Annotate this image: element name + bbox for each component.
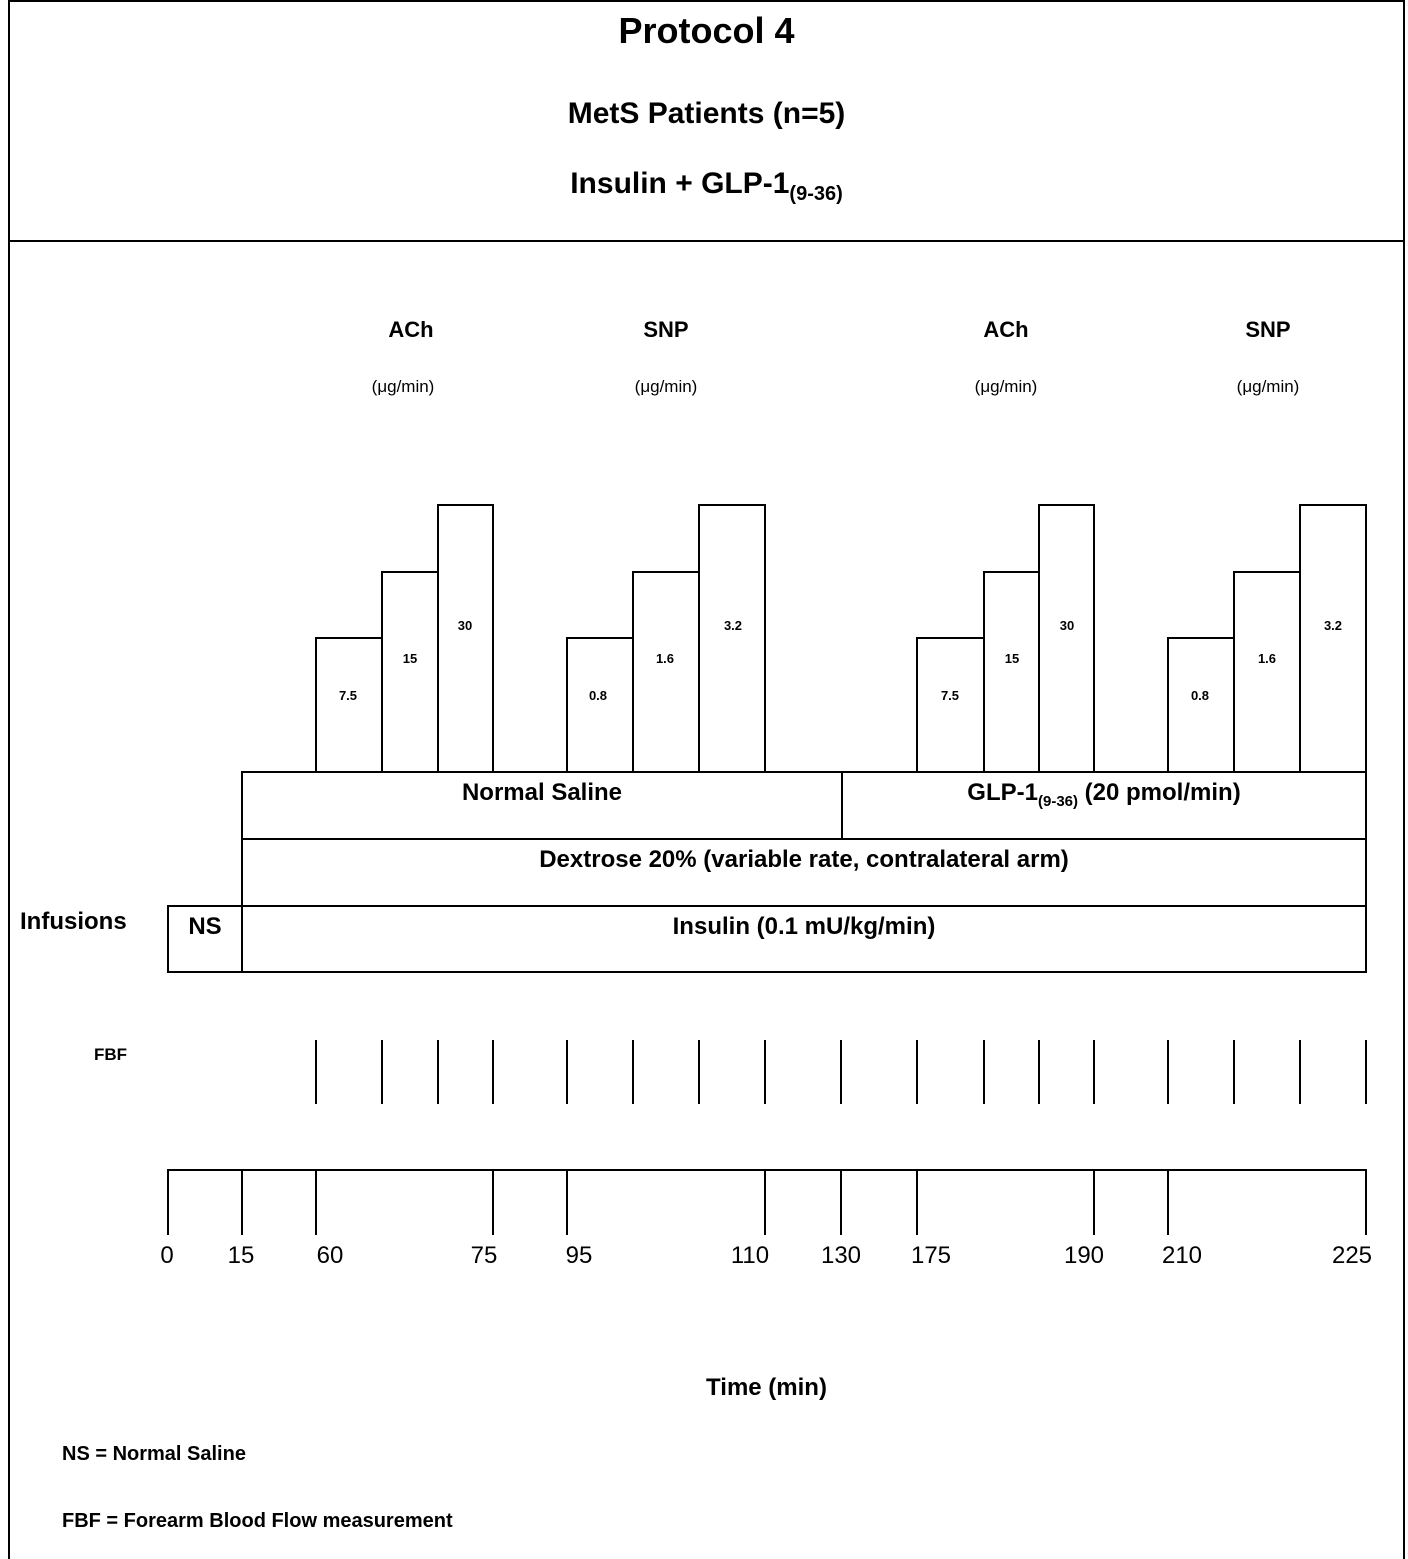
dose-label: 1.6 xyxy=(655,651,675,666)
glp1-label-sub: (9-36) xyxy=(1037,792,1078,810)
insulin-infusion: Insulin (0.1 mU/kg/min) xyxy=(241,905,1367,973)
time-axis-tick xyxy=(315,1169,317,1235)
normal-saline-infusion: Normal Saline xyxy=(241,771,843,840)
dose-step-bar xyxy=(916,637,985,773)
dose-label: 0.8 xyxy=(588,688,608,703)
fbf-row-label: FBF xyxy=(94,1045,128,1064)
fbf-measurement-tick xyxy=(1038,1040,1040,1104)
fbf-measurement-tick xyxy=(840,1040,842,1104)
time-tick-label: 75 xyxy=(470,1242,498,1269)
dose-label: 0.8 xyxy=(1190,688,1210,703)
insulin-label: Insulin (0.1 mU/kg/min) xyxy=(672,913,936,940)
time-axis-tick xyxy=(764,1169,766,1235)
time-tick-label: 130 xyxy=(820,1242,862,1269)
fbf-measurement-tick xyxy=(437,1040,439,1104)
time-tick-label: 210 xyxy=(1161,1242,1203,1269)
dose-label: 3.2 xyxy=(723,618,743,633)
normal-saline-label: Normal Saline xyxy=(461,779,623,806)
dose-step-bar xyxy=(632,571,700,773)
dextrose-infusion: Dextrose 20% (variable rate, contralater… xyxy=(241,838,1367,907)
drug-label-ach-1: ACh xyxy=(388,317,434,342)
time-tick-label: 95 xyxy=(565,1242,593,1269)
treatment-subtitle-main: Insulin + GLP-1 xyxy=(570,167,790,200)
glp1-label-main: GLP-1 xyxy=(967,779,1038,806)
fbf-measurement-tick xyxy=(983,1040,985,1104)
treatment-subtitle-sub: (9-36) xyxy=(789,183,843,205)
fbf-measurement-tick xyxy=(381,1040,383,1104)
time-tick-label: 60 xyxy=(316,1242,344,1269)
time-axis-tick xyxy=(1167,1169,1169,1235)
dose-step-bar xyxy=(1038,504,1095,773)
dose-step-bar xyxy=(1299,504,1367,773)
dose-label: 30 xyxy=(457,618,473,633)
time-tick-label: 175 xyxy=(910,1242,952,1269)
protocol-title: Protocol 4 xyxy=(618,10,795,51)
fbf-measurement-tick xyxy=(916,1040,918,1104)
fbf-measurement-tick xyxy=(632,1040,634,1104)
time-axis-tick xyxy=(1365,1169,1367,1235)
fbf-measurement-tick xyxy=(764,1040,766,1104)
legend-fbf: FBF = Forearm Blood Flow measurement xyxy=(62,1510,453,1532)
time-tick-label: 110 xyxy=(730,1242,770,1269)
time-tick-label: 15 xyxy=(227,1242,255,1269)
dose-label: 7.5 xyxy=(940,688,960,703)
dose-label: 1.6 xyxy=(1257,651,1277,666)
time-axis-line xyxy=(167,1169,1367,1171)
dose-label: 15 xyxy=(1004,651,1020,666)
time-axis-title: Time (min) xyxy=(706,1374,827,1401)
glp1-label-rest: (20 pmol/min) xyxy=(1078,779,1241,806)
ns-box-label: NS xyxy=(188,913,222,940)
fbf-measurement-tick xyxy=(1365,1040,1367,1104)
ns-infusion-box: NS xyxy=(167,905,243,973)
legend-ns: NS = Normal Saline xyxy=(62,1443,246,1465)
time-axis-tick xyxy=(840,1169,842,1235)
fbf-measurement-tick xyxy=(1167,1040,1169,1104)
unit-label-ach-2: (μg/min) xyxy=(974,377,1038,396)
glp1-infusion: GLP-1(9-36) (20 pmol/min) xyxy=(841,771,1367,840)
patient-group-subtitle: MetS Patients (n=5) xyxy=(567,97,846,130)
dose-label: 15 xyxy=(402,651,418,666)
drug-label-snp-1: SNP xyxy=(643,317,689,342)
time-tick-label: 0 xyxy=(160,1242,174,1269)
fbf-measurement-tick xyxy=(315,1040,317,1104)
time-tick-label: 190 xyxy=(1063,1242,1105,1269)
dose-step-bar xyxy=(698,504,766,773)
drug-label-ach-2: ACh xyxy=(983,317,1029,342)
dose-label: 7.5 xyxy=(338,688,358,703)
fbf-measurement-tick xyxy=(492,1040,494,1104)
unit-label-snp-2: (μg/min) xyxy=(1236,377,1300,396)
fbf-measurement-tick xyxy=(698,1040,700,1104)
time-axis-tick xyxy=(916,1169,918,1235)
infusions-row-label: Infusions xyxy=(20,908,127,935)
unit-label-ach-1: (μg/min) xyxy=(371,377,435,396)
unit-label-snp-1: (μg/min) xyxy=(634,377,698,396)
time-axis-tick xyxy=(167,1169,169,1235)
dose-step-bar xyxy=(983,571,1040,773)
dose-step-bar xyxy=(1167,637,1235,773)
fbf-measurement-tick xyxy=(1093,1040,1095,1104)
dose-label: 30 xyxy=(1059,618,1075,633)
dose-step-bar xyxy=(381,571,439,773)
fbf-measurement-tick xyxy=(566,1040,568,1104)
time-axis-tick xyxy=(566,1169,568,1235)
dextrose-label: Dextrose 20% (variable rate, contralater… xyxy=(539,846,1069,873)
dose-step-bar xyxy=(437,504,494,773)
diagram-frame xyxy=(8,0,1405,1559)
dose-label: 3.2 xyxy=(1323,618,1343,633)
fbf-measurement-tick xyxy=(1299,1040,1301,1104)
dose-step-bar xyxy=(1233,571,1301,773)
header-divider xyxy=(8,240,1405,242)
time-tick-label: 225 xyxy=(1331,1242,1373,1269)
dose-step-bar xyxy=(566,637,634,773)
time-axis-tick xyxy=(1093,1169,1095,1235)
drug-label-snp-2: SNP xyxy=(1245,317,1291,342)
fbf-measurement-tick xyxy=(1233,1040,1235,1104)
time-axis-tick xyxy=(241,1169,243,1235)
treatment-subtitle: Insulin + GLP-1(9-36) xyxy=(8,167,1405,206)
time-axis-tick xyxy=(492,1169,494,1235)
glp1-label: GLP-1(9-36) (20 pmol/min) xyxy=(843,773,1365,810)
dose-step-bar xyxy=(315,637,383,773)
